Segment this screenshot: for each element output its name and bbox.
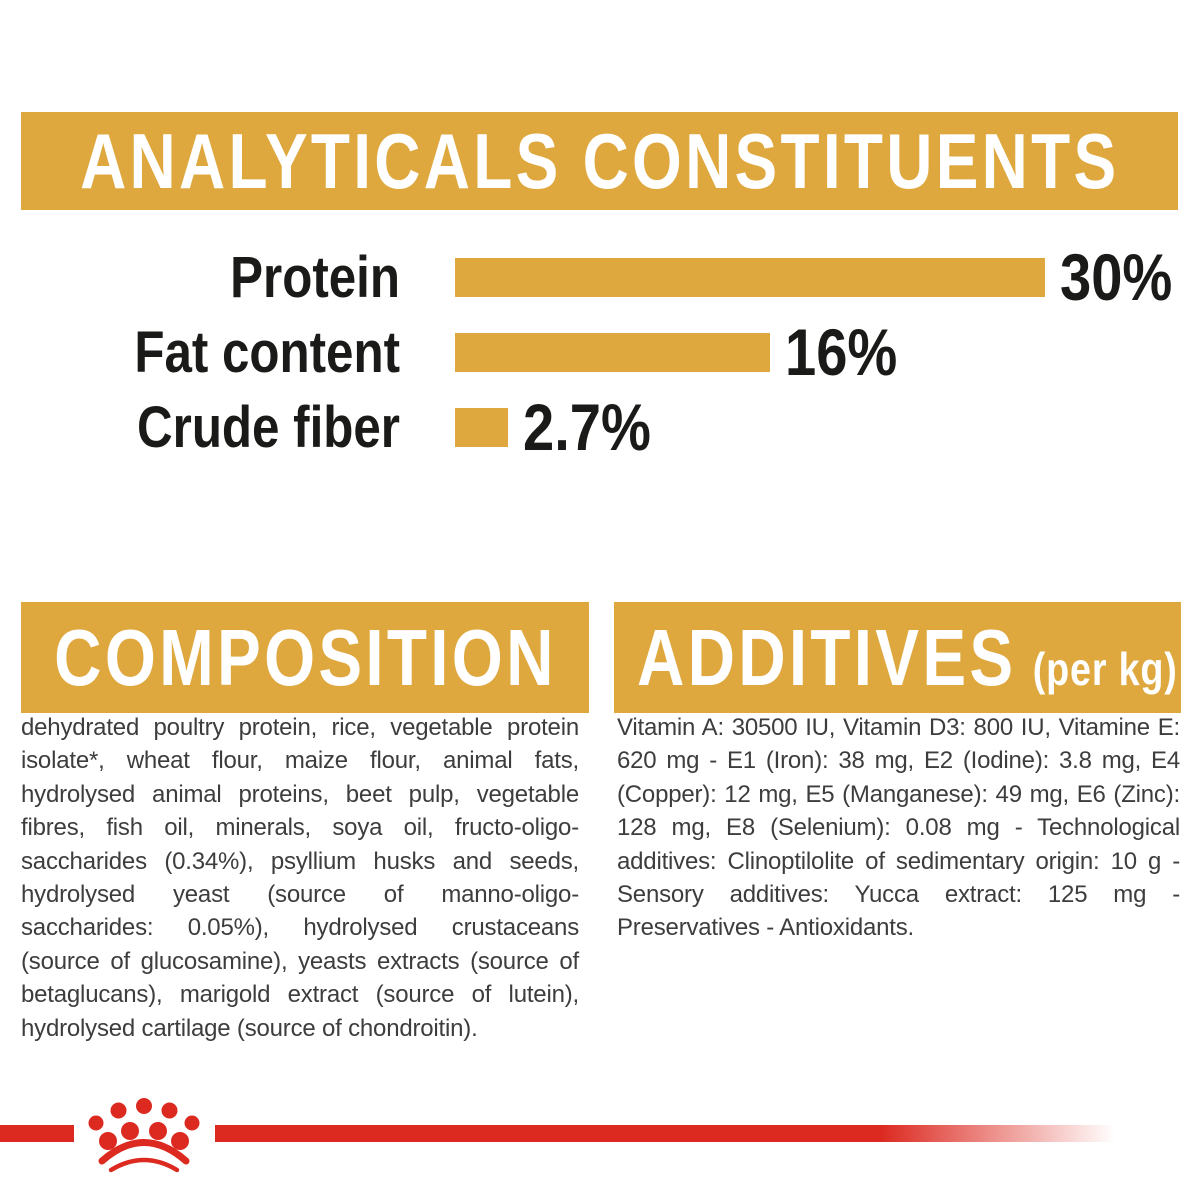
chart-value-label: 30%	[1060, 240, 1173, 314]
chart-bar-fat-content	[455, 333, 770, 372]
composition-body: dehydrated poultry protein, rice, vegeta…	[21, 714, 579, 1042]
chart-row-fat-content: Fat content 16%	[0, 315, 1200, 389]
footer-band-right	[215, 1125, 1115, 1142]
chart-category-label: Protein	[230, 245, 400, 310]
chart-row-protein: Protein 30%	[0, 240, 1200, 314]
additives-unit-label: (per kg)	[1032, 642, 1178, 695]
additives-body: Vitamin A: 30500 IU, Vitamin D3: 800 IU,…	[617, 714, 1180, 942]
chart-category-label: Crude fiber	[137, 395, 400, 460]
chart-value-label: 2.7%	[523, 390, 651, 464]
royal-canin-crown-icon	[88, 1098, 200, 1173]
chart-value-label: 16%	[785, 315, 898, 389]
chart-row-crude-fiber: Crude fiber 2.7%	[0, 390, 1200, 464]
composition-banner: COMPOSITION	[21, 602, 589, 713]
analyticals-banner: ANALYTICALS CONSTITUENTS	[21, 112, 1178, 210]
chart-bar-crude-fiber	[455, 408, 508, 447]
additives-banner: ADDITIVES (per kg)	[614, 602, 1181, 713]
additives-title-row: ADDITIVES (per kg)	[614, 612, 1178, 702]
composition-title: COMPOSITION	[53, 612, 557, 702]
footer-band-left	[0, 1125, 74, 1142]
additives-title: ADDITIVES	[636, 612, 1017, 702]
chart-category-label: Fat content	[134, 320, 401, 385]
chart-bar-protein	[455, 258, 1045, 297]
analyticals-title: ANALYTICALS CONSTITUENTS	[79, 117, 1120, 205]
